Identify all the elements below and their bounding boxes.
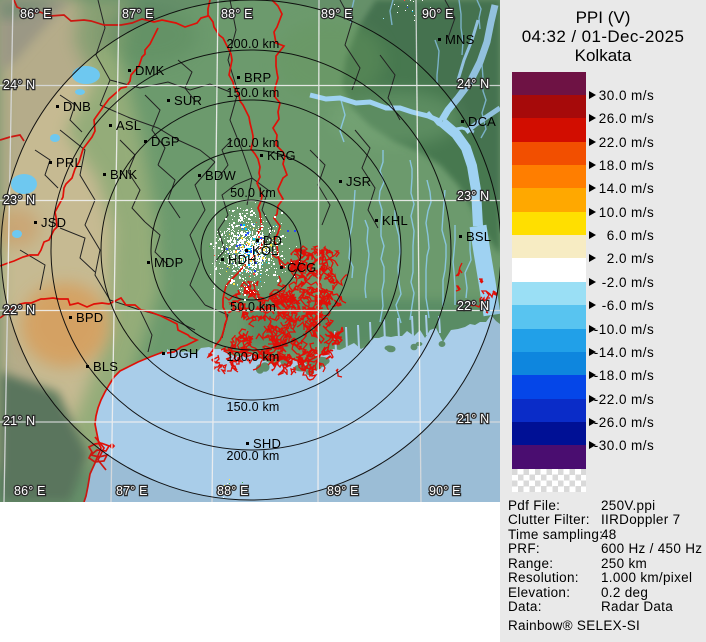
svg-text:MDP: MDP — [154, 255, 184, 270]
svg-text:BPD: BPD — [76, 310, 103, 325]
svg-text:BSL: BSL — [466, 229, 491, 244]
svg-text:BDW: BDW — [205, 168, 236, 183]
svg-text:CCG: CCG — [287, 260, 317, 275]
svg-text:21° N: 21° N — [457, 412, 489, 426]
svg-text:DNB: DNB — [63, 99, 91, 114]
svg-text:22° N: 22° N — [457, 299, 489, 313]
svg-text:89° E: 89° E — [321, 7, 353, 21]
svg-text:90° E: 90° E — [429, 484, 461, 498]
svg-text:KOL: KOL — [252, 243, 279, 258]
svg-text:KHL: KHL — [382, 213, 408, 228]
svg-text:150.0 km: 150.0 km — [226, 86, 279, 100]
svg-text:24° N: 24° N — [457, 77, 489, 91]
svg-text:50.0 km: 50.0 km — [230, 186, 276, 200]
svg-text:24° N: 24° N — [3, 78, 35, 92]
svg-text:88° E: 88° E — [217, 484, 249, 498]
svg-text:PRL: PRL — [56, 155, 82, 170]
svg-text:87° E: 87° E — [116, 484, 148, 498]
svg-text:DCA: DCA — [468, 114, 496, 129]
svg-text:23° N: 23° N — [457, 189, 489, 203]
svg-text:50.0 km: 50.0 km — [230, 300, 276, 314]
svg-text:86° E: 86° E — [14, 484, 46, 498]
svg-text:87° E: 87° E — [122, 7, 154, 21]
svg-text:100.0 km: 100.0 km — [226, 350, 279, 364]
svg-text:200.0 km: 200.0 km — [226, 37, 279, 51]
svg-text:150.0 km: 150.0 km — [226, 400, 279, 414]
svg-text:86° E: 86° E — [20, 7, 52, 21]
svg-text:MNS: MNS — [445, 32, 475, 47]
svg-text:22° N: 22° N — [3, 303, 35, 317]
svg-text:21° N: 21° N — [3, 414, 35, 428]
svg-text:SUR: SUR — [174, 93, 202, 108]
svg-text:HDH: HDH — [228, 252, 257, 267]
svg-text:BRP: BRP — [244, 70, 271, 85]
svg-text:ASL: ASL — [116, 118, 141, 133]
svg-text:DD: DD — [263, 233, 282, 248]
svg-text:BNK: BNK — [110, 167, 137, 182]
svg-text:DGH: DGH — [169, 346, 199, 361]
svg-text:90° E: 90° E — [422, 7, 454, 21]
svg-text:200.0 km: 200.0 km — [226, 449, 279, 463]
svg-text:JSD: JSD — [41, 215, 66, 230]
svg-text:KRG: KRG — [267, 148, 296, 163]
svg-text:JSR: JSR — [346, 174, 371, 189]
svg-text:DGP: DGP — [151, 134, 180, 149]
svg-text:100.0 km: 100.0 km — [226, 136, 279, 150]
svg-text:DMK: DMK — [135, 63, 165, 78]
svg-text:SHD: SHD — [253, 436, 281, 451]
svg-text:BLS: BLS — [93, 359, 118, 374]
svg-text:23° N: 23° N — [3, 193, 35, 207]
svg-text:89° E: 89° E — [327, 484, 359, 498]
svg-text:88° E: 88° E — [221, 7, 253, 21]
